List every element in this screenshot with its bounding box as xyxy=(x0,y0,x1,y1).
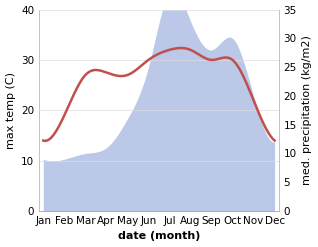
Y-axis label: med. precipitation (kg/m2): med. precipitation (kg/m2) xyxy=(302,35,313,185)
Y-axis label: max temp (C): max temp (C) xyxy=(5,72,16,149)
X-axis label: date (month): date (month) xyxy=(118,231,200,242)
